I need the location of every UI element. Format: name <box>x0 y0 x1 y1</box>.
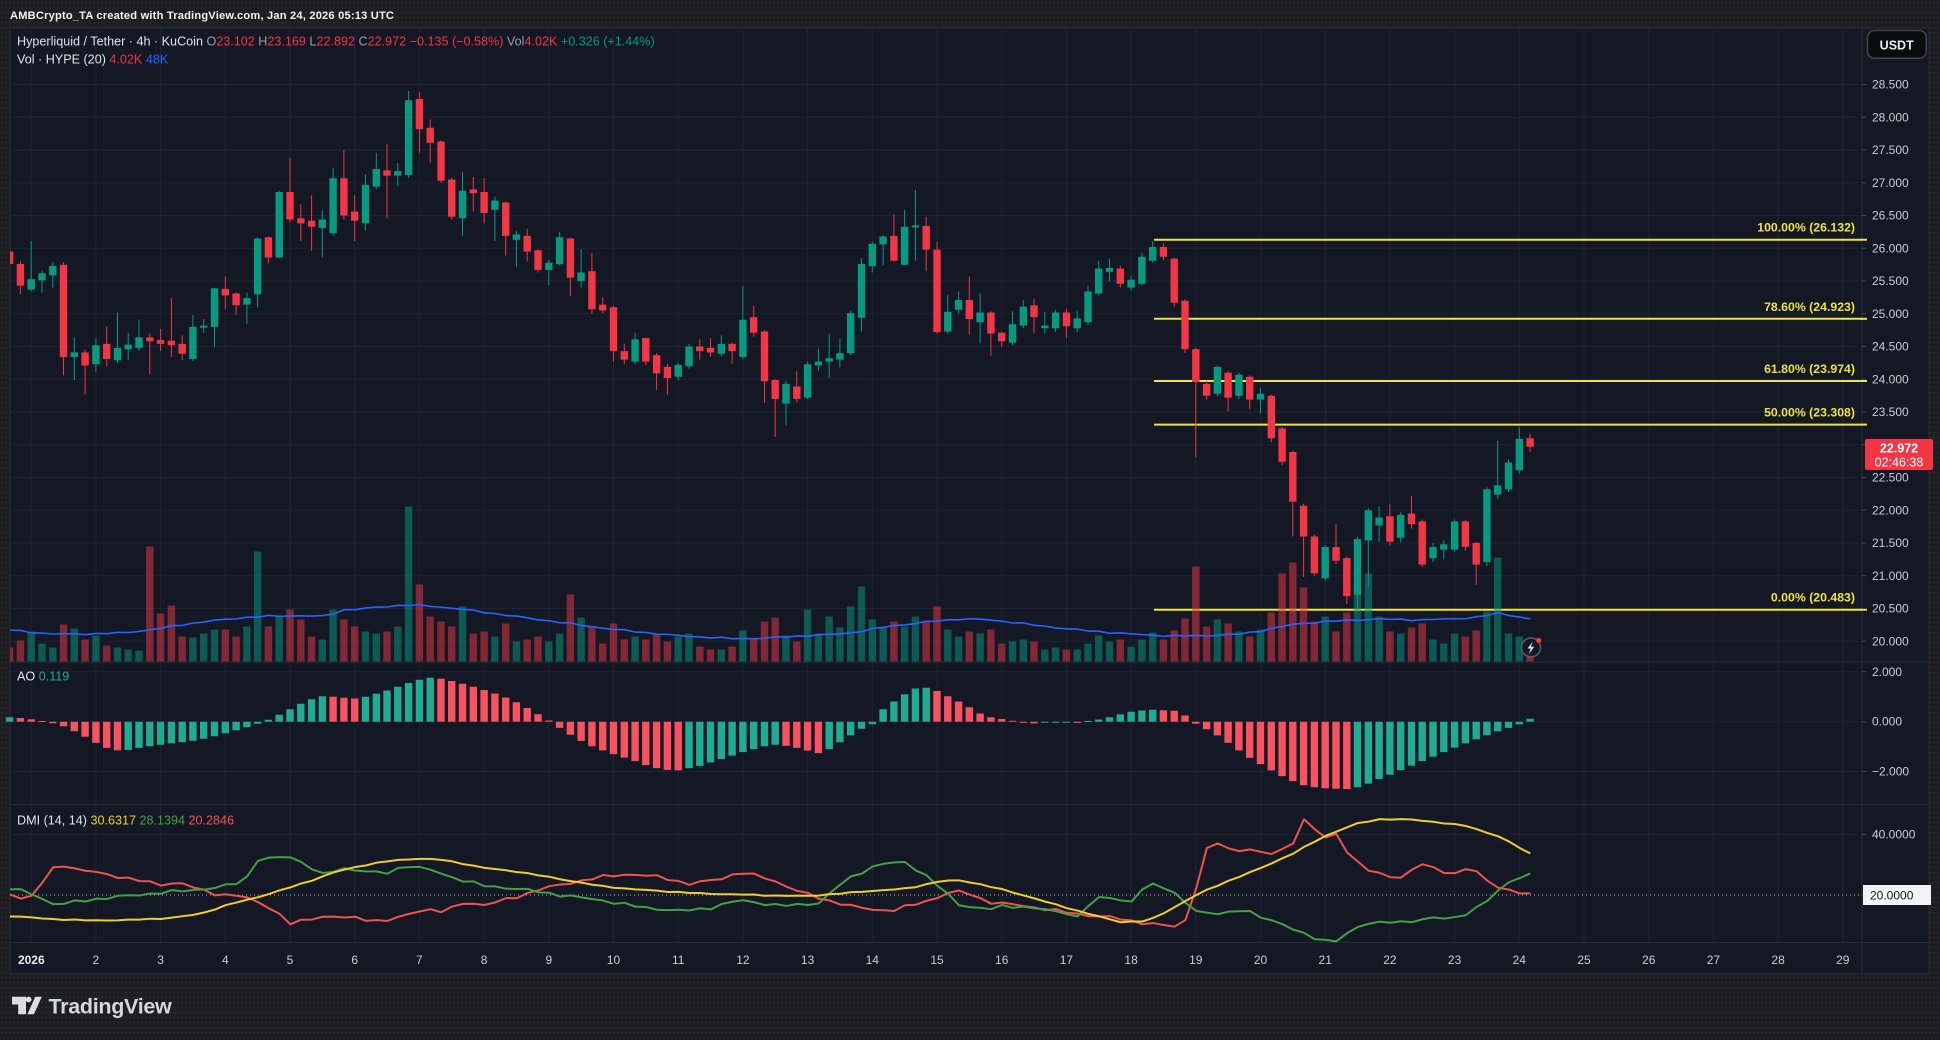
svg-text:27.000: 27.000 <box>1872 176 1909 190</box>
svg-text:40.0000: 40.0000 <box>1872 828 1916 842</box>
svg-text:27: 27 <box>1707 953 1721 967</box>
svg-text:24.500: 24.500 <box>1872 340 1909 354</box>
svg-text:24.000: 24.000 <box>1872 372 1909 386</box>
svg-text:0.00% (20.483): 0.00% (20.483) <box>1771 591 1855 605</box>
svg-text:2.000: 2.000 <box>1872 665 1902 679</box>
svg-text:28.000: 28.000 <box>1872 110 1909 124</box>
svg-text:DMI (14, 14) 30.6317 28.1394 2: DMI (14, 14) 30.6317 28.1394 20.2846 <box>17 814 234 828</box>
svg-text:13: 13 <box>801 953 815 967</box>
svg-text:21.000: 21.000 <box>1872 569 1909 583</box>
svg-text:0.000: 0.000 <box>1872 715 1902 729</box>
svg-text:2: 2 <box>93 953 100 967</box>
svg-text:AO 0.119: AO 0.119 <box>17 670 69 684</box>
svg-text:22.000: 22.000 <box>1872 503 1909 517</box>
svg-text:12: 12 <box>736 953 750 967</box>
svg-text:28: 28 <box>1771 953 1785 967</box>
svg-text:24: 24 <box>1513 953 1527 967</box>
svg-text:50.00% (23.308): 50.00% (23.308) <box>1764 406 1855 420</box>
svg-text:−2.000: −2.000 <box>1872 765 1909 779</box>
svg-text:15: 15 <box>930 953 944 967</box>
svg-text:19: 19 <box>1189 953 1203 967</box>
svg-text:USDT: USDT <box>1880 38 1914 52</box>
svg-text:21.500: 21.500 <box>1872 536 1909 550</box>
svg-text:17: 17 <box>1060 953 1074 967</box>
svg-text:20.000: 20.000 <box>1872 634 1909 648</box>
svg-text:AMBCrypto_TA created with Trad: AMBCrypto_TA created with TradingView.co… <box>10 10 394 22</box>
svg-text:9: 9 <box>545 953 552 967</box>
svg-text:8: 8 <box>481 953 488 967</box>
svg-text:2026: 2026 <box>18 953 45 967</box>
svg-text:6: 6 <box>351 953 358 967</box>
svg-text:16: 16 <box>995 953 1009 967</box>
svg-text:26.000: 26.000 <box>1872 241 1909 255</box>
svg-text:22: 22 <box>1383 953 1397 967</box>
svg-text:5: 5 <box>287 953 294 967</box>
svg-text:3: 3 <box>157 953 164 967</box>
svg-text:25.500: 25.500 <box>1872 274 1909 288</box>
svg-text:26.500: 26.500 <box>1872 209 1909 223</box>
svg-text:4: 4 <box>222 953 229 967</box>
svg-text:7: 7 <box>416 953 423 967</box>
svg-text:20.0000: 20.0000 <box>1870 889 1914 903</box>
svg-text:25: 25 <box>1577 953 1591 967</box>
svg-text:61.80% (23.974): 61.80% (23.974) <box>1764 362 1855 376</box>
svg-text:22.500: 22.500 <box>1872 471 1909 485</box>
svg-text:23: 23 <box>1448 953 1462 967</box>
svg-text:29: 29 <box>1836 953 1850 967</box>
svg-text:11: 11 <box>672 953 685 967</box>
svg-text:28.500: 28.500 <box>1872 78 1909 92</box>
svg-text:22.972: 22.972 <box>1880 442 1918 456</box>
svg-text:26: 26 <box>1642 953 1656 967</box>
svg-text:18: 18 <box>1124 953 1138 967</box>
svg-text:20.500: 20.500 <box>1872 602 1909 616</box>
svg-text:Hyperliquid / Tether · 4h · Ku: Hyperliquid / Tether · 4h · KuCoin O23.1… <box>17 35 655 49</box>
svg-text:21: 21 <box>1319 953 1333 967</box>
svg-text:23.500: 23.500 <box>1872 405 1909 419</box>
svg-text:14: 14 <box>866 953 880 967</box>
svg-text:78.60% (24.923): 78.60% (24.923) <box>1764 300 1855 314</box>
svg-text:10: 10 <box>607 953 621 967</box>
svg-text:100.00% (26.132): 100.00% (26.132) <box>1757 221 1855 235</box>
svg-text:TradingView: TradingView <box>49 995 173 1019</box>
svg-text:27.500: 27.500 <box>1872 143 1909 157</box>
svg-text:25.000: 25.000 <box>1872 307 1909 321</box>
svg-text:20: 20 <box>1254 953 1268 967</box>
svg-text:Vol · HYPE (20) 4.02K 48K: Vol · HYPE (20) 4.02K 48K <box>17 52 169 66</box>
svg-text:02:46:38: 02:46:38 <box>1875 456 1924 470</box>
